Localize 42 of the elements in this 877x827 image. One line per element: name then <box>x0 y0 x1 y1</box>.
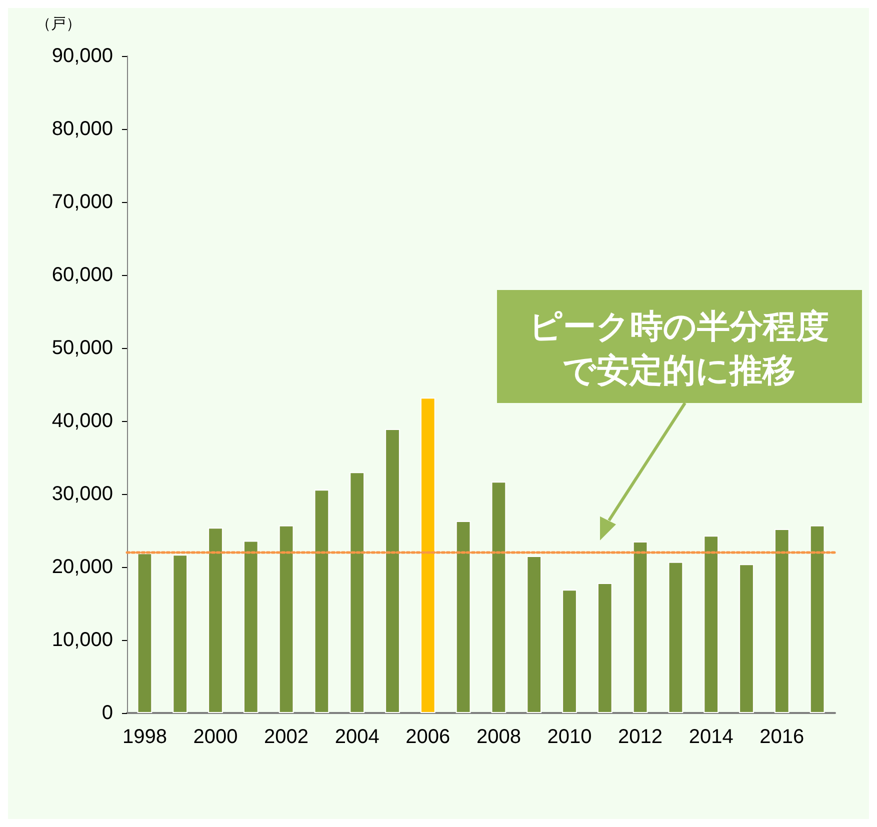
bar <box>526 556 542 713</box>
x-tick-label: 2010 <box>547 726 592 748</box>
bar <box>137 553 152 713</box>
x-tick-label: 2002 <box>264 726 309 748</box>
bar <box>420 398 436 713</box>
bar <box>704 536 719 713</box>
bar <box>562 590 577 713</box>
bar <box>456 521 471 713</box>
x-tick-label: 2006 <box>406 726 450 748</box>
y-tick-label: 30,000 <box>52 483 113 505</box>
bar <box>810 525 825 713</box>
x-tick-label: 2012 <box>618 726 663 748</box>
y-tick-label: 10,000 <box>52 629 113 651</box>
y-axis-title: （戸） <box>36 14 81 32</box>
y-tick-label: 0 <box>102 702 113 724</box>
bar <box>350 472 365 713</box>
y-tick-label: 80,000 <box>52 118 113 140</box>
bar <box>385 429 400 713</box>
bar <box>243 540 258 713</box>
bar <box>632 541 648 713</box>
y-tick-label: 50,000 <box>52 337 113 359</box>
bar <box>278 525 294 713</box>
bar <box>597 583 612 713</box>
y-tick-label: 60,000 <box>52 264 113 286</box>
y-tick-label: 40,000 <box>52 410 113 432</box>
bar <box>314 490 330 713</box>
x-tick-label: 2016 <box>760 726 804 748</box>
bar <box>208 528 223 713</box>
y-tick-label: 20,000 <box>52 556 113 578</box>
x-tick-label: 2000 <box>193 726 238 748</box>
x-tick-label: 2004 <box>334 726 380 748</box>
x-tick-label: 2014 <box>688 726 734 748</box>
bar <box>172 554 188 713</box>
annotation: ピーク時の半分程度で安定的に推移 <box>529 306 829 390</box>
x-tick-label: 2008 <box>476 726 521 748</box>
x-tick-label: 1998 <box>122 726 167 748</box>
bar <box>774 529 790 713</box>
y-tick-label: 70,000 <box>52 191 113 213</box>
bar <box>739 564 754 713</box>
bar <box>668 562 684 713</box>
y-tick-label: 90,000 <box>52 45 113 67</box>
bar <box>491 482 506 713</box>
